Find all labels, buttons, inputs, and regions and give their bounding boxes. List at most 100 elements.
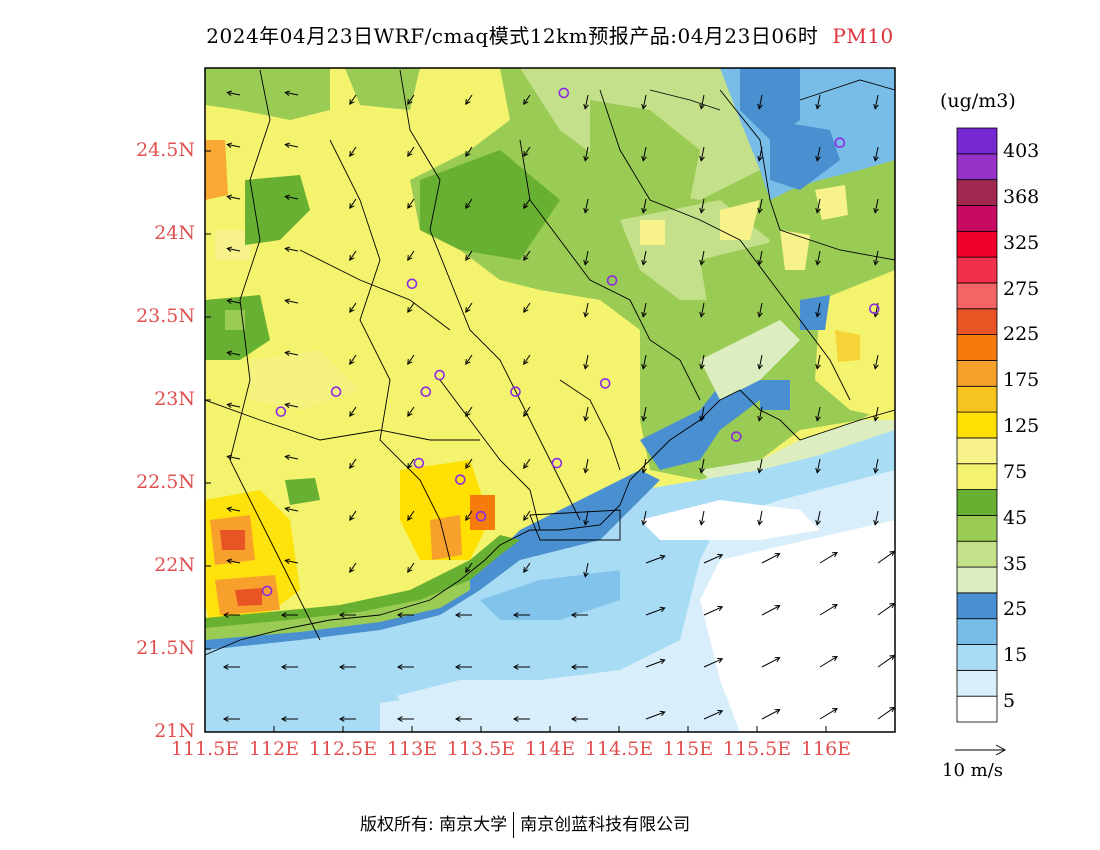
wind-vector-head bbox=[583, 207, 589, 214]
wind-vector-head bbox=[815, 155, 821, 162]
wind-vector-head bbox=[873, 363, 879, 370]
wind-vector bbox=[349, 406, 357, 417]
lon-tick-label: 112.5E bbox=[308, 738, 378, 760]
wind-vector-head bbox=[226, 454, 233, 461]
legend-swatch bbox=[956, 489, 998, 516]
wind-vector bbox=[523, 198, 531, 209]
wind-scale-arrow bbox=[955, 744, 1007, 756]
wind-vector-head bbox=[774, 709, 781, 715]
wind-vector-head bbox=[284, 558, 291, 565]
wind-vector bbox=[407, 458, 415, 469]
wind-vector bbox=[758, 510, 763, 525]
wind-vector bbox=[761, 553, 780, 564]
wind-vector-head bbox=[873, 155, 879, 162]
copyright-text: 版权所有: 南京大学 bbox=[360, 815, 508, 835]
wind-vector-head bbox=[407, 99, 413, 105]
wind-vector bbox=[758, 94, 763, 109]
wind-vector bbox=[584, 302, 589, 317]
wind-vector bbox=[349, 510, 357, 521]
wind-vector-head bbox=[284, 90, 291, 97]
wind-vector-head bbox=[757, 363, 763, 370]
wind-vector-head bbox=[699, 207, 705, 214]
wind-vector-head bbox=[523, 359, 529, 365]
wind-vector-head bbox=[226, 506, 233, 513]
wind-vector bbox=[700, 250, 705, 265]
wind-vector-head bbox=[774, 553, 781, 559]
wind-vector-head bbox=[349, 203, 355, 209]
legend-swatch bbox=[956, 127, 998, 155]
wind-vector-head bbox=[583, 103, 589, 110]
wind-vector bbox=[700, 510, 705, 525]
wind-vector-head bbox=[815, 415, 821, 422]
wind-vector-head bbox=[407, 307, 413, 313]
wind-vector bbox=[816, 94, 821, 109]
wind-vector-head bbox=[407, 567, 413, 573]
wind-vector-head bbox=[338, 664, 345, 670]
wind-vector-head bbox=[641, 519, 647, 526]
legend-swatch bbox=[956, 514, 998, 542]
wind-vector-head bbox=[757, 311, 763, 318]
wind-vector bbox=[285, 507, 299, 512]
wind-vector-head bbox=[396, 664, 403, 670]
legend-swatch bbox=[956, 695, 998, 723]
wind-vector-head bbox=[465, 359, 471, 365]
wind-vector bbox=[816, 302, 821, 317]
wind-vector-head bbox=[523, 255, 529, 261]
wind-vector bbox=[349, 198, 357, 209]
legend-swatch bbox=[956, 205, 998, 232]
wind-vector-head bbox=[717, 605, 724, 612]
wind-vector bbox=[227, 195, 241, 200]
legend-swatch bbox=[956, 334, 998, 361]
wind-vector bbox=[642, 250, 647, 265]
legend-swatch bbox=[956, 282, 998, 310]
wind-vector-head bbox=[349, 411, 355, 417]
variable-label: PM10 bbox=[832, 24, 894, 48]
wind-vector-head bbox=[570, 664, 577, 670]
wind-vector-head bbox=[523, 411, 529, 417]
wind-vector-head bbox=[407, 411, 413, 417]
legend-swatch bbox=[956, 308, 998, 336]
wind-vector-head bbox=[699, 311, 705, 318]
wind-vector bbox=[523, 406, 531, 417]
wind-vector-head bbox=[699, 155, 705, 162]
wind-vector bbox=[227, 455, 241, 460]
wind-vector-head bbox=[889, 706, 896, 713]
wind-vector bbox=[584, 458, 589, 473]
station-marker bbox=[730, 431, 742, 442]
wind-vector-head bbox=[222, 664, 229, 670]
wind-vector bbox=[407, 510, 415, 521]
wind-vector bbox=[285, 91, 299, 96]
wind-vector-head bbox=[815, 311, 821, 318]
lat-tick-label: 24.5N bbox=[136, 139, 195, 161]
legend-swatch bbox=[956, 618, 998, 645]
wind-vector bbox=[874, 250, 879, 265]
wind-vector bbox=[816, 406, 821, 421]
wind-vector bbox=[465, 406, 473, 417]
wind-vector bbox=[285, 351, 299, 356]
wind-vector-head bbox=[641, 415, 647, 422]
wind-vector bbox=[816, 250, 821, 265]
wind-vector-head bbox=[889, 654, 896, 661]
wind-vector bbox=[465, 198, 473, 209]
wind-vector bbox=[285, 247, 299, 252]
wind-vector-head bbox=[757, 103, 763, 110]
wind-vector-head bbox=[407, 255, 413, 261]
wind-vector bbox=[285, 403, 299, 408]
wind-vector-head bbox=[570, 716, 577, 722]
wind-vector-head bbox=[407, 151, 413, 157]
wind-vector bbox=[465, 250, 473, 261]
wind-vector bbox=[407, 94, 415, 105]
station-marker bbox=[868, 303, 880, 315]
station-marker bbox=[551, 457, 563, 469]
wind-vector-head bbox=[226, 558, 233, 565]
wind-vector bbox=[877, 655, 895, 668]
legend-label: 75 bbox=[1003, 460, 1028, 483]
legend-label: 403 bbox=[1003, 140, 1040, 162]
wind-vector bbox=[645, 659, 665, 668]
legend-swatch bbox=[956, 463, 998, 490]
wind-vector bbox=[645, 607, 665, 616]
legend-label: 275 bbox=[1003, 277, 1040, 300]
wind-vector-head bbox=[873, 259, 879, 266]
lat-tick-label: 22N bbox=[154, 554, 195, 576]
wind-vector bbox=[349, 250, 357, 261]
